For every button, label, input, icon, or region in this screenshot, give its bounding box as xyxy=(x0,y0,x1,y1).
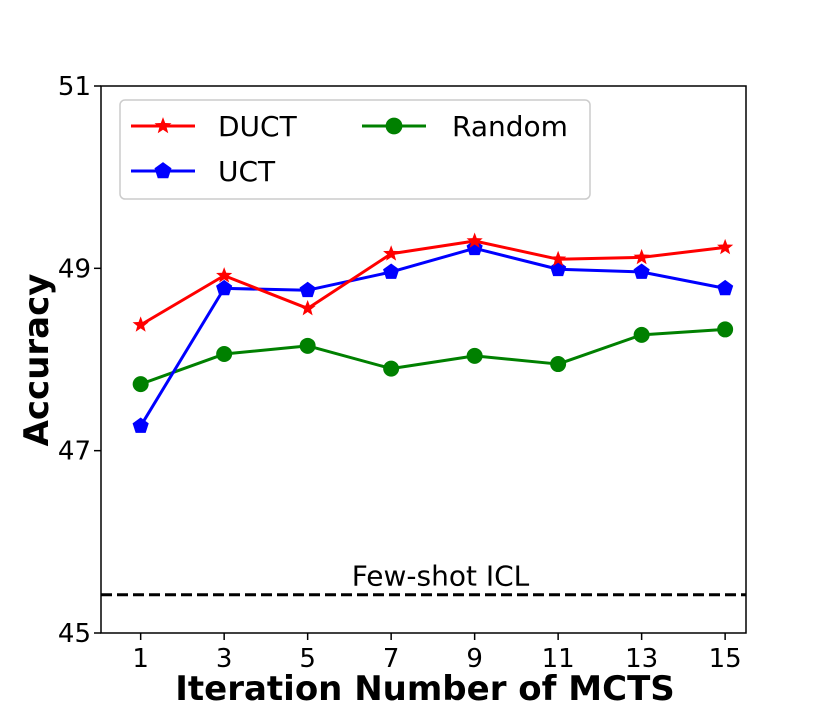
few-shot-icl-annotation: Few-shot ICL xyxy=(352,560,530,593)
uct-series-line xyxy=(139,246,726,427)
uct-point-5 xyxy=(299,281,316,298)
x-tick-label: 11 xyxy=(542,644,575,674)
uct-point-3 xyxy=(216,279,233,296)
legend-uct-marker xyxy=(154,162,172,179)
legend-duct-label: DUCT xyxy=(218,110,298,143)
duct-point-11 xyxy=(550,250,567,267)
y-tick-label: 45 xyxy=(58,619,91,649)
legend-box xyxy=(119,99,591,200)
legend-random-marker xyxy=(385,117,403,135)
random-point-11 xyxy=(550,356,567,373)
y-axis-label: Accuracy xyxy=(17,274,57,447)
duct-point-5 xyxy=(299,299,316,316)
x-tick-label: 13 xyxy=(625,644,658,674)
duct-point-1 xyxy=(132,316,149,332)
x-tick-label: 9 xyxy=(466,644,483,674)
y-tick-label: 49 xyxy=(58,254,91,284)
random-point-3 xyxy=(216,346,233,363)
x-tick-label: 7 xyxy=(383,644,400,674)
duct-series-line xyxy=(139,239,726,327)
x-tick-label: 3 xyxy=(216,644,233,674)
legend-random-label: Random xyxy=(452,110,568,143)
y-tick-label: 51 xyxy=(58,72,91,102)
legend-duct-marker xyxy=(154,117,172,134)
uct-point-15 xyxy=(717,279,734,296)
random-point-5 xyxy=(299,337,316,354)
random-point-13 xyxy=(633,326,650,343)
random-point-9 xyxy=(466,347,483,364)
legend-uct-label: UCT xyxy=(218,155,276,188)
random-series-line xyxy=(140,327,726,386)
duct-point-13 xyxy=(633,248,650,265)
duct-point-9 xyxy=(466,232,483,248)
random-point-15 xyxy=(717,321,734,338)
random-point-1 xyxy=(132,376,149,393)
duct-point-3 xyxy=(216,267,233,283)
legend: DUCT UCT Random xyxy=(119,99,591,200)
plot-frame xyxy=(100,85,747,634)
x-axis-label: Iteration Number of MCTS xyxy=(175,669,675,709)
uct-point-1 xyxy=(132,417,149,433)
uct-point-7 xyxy=(383,263,400,279)
duct-point-15 xyxy=(717,238,734,255)
uct-point-13 xyxy=(633,263,650,279)
uct-point-9 xyxy=(466,239,483,256)
x-tick-label: 15 xyxy=(709,644,742,674)
y-tick-label: 47 xyxy=(58,437,91,467)
x-tick-label: 5 xyxy=(299,644,316,674)
random-point-7 xyxy=(383,360,400,377)
x-tick-label: 1 xyxy=(132,644,149,674)
duct-point-7 xyxy=(383,245,400,261)
